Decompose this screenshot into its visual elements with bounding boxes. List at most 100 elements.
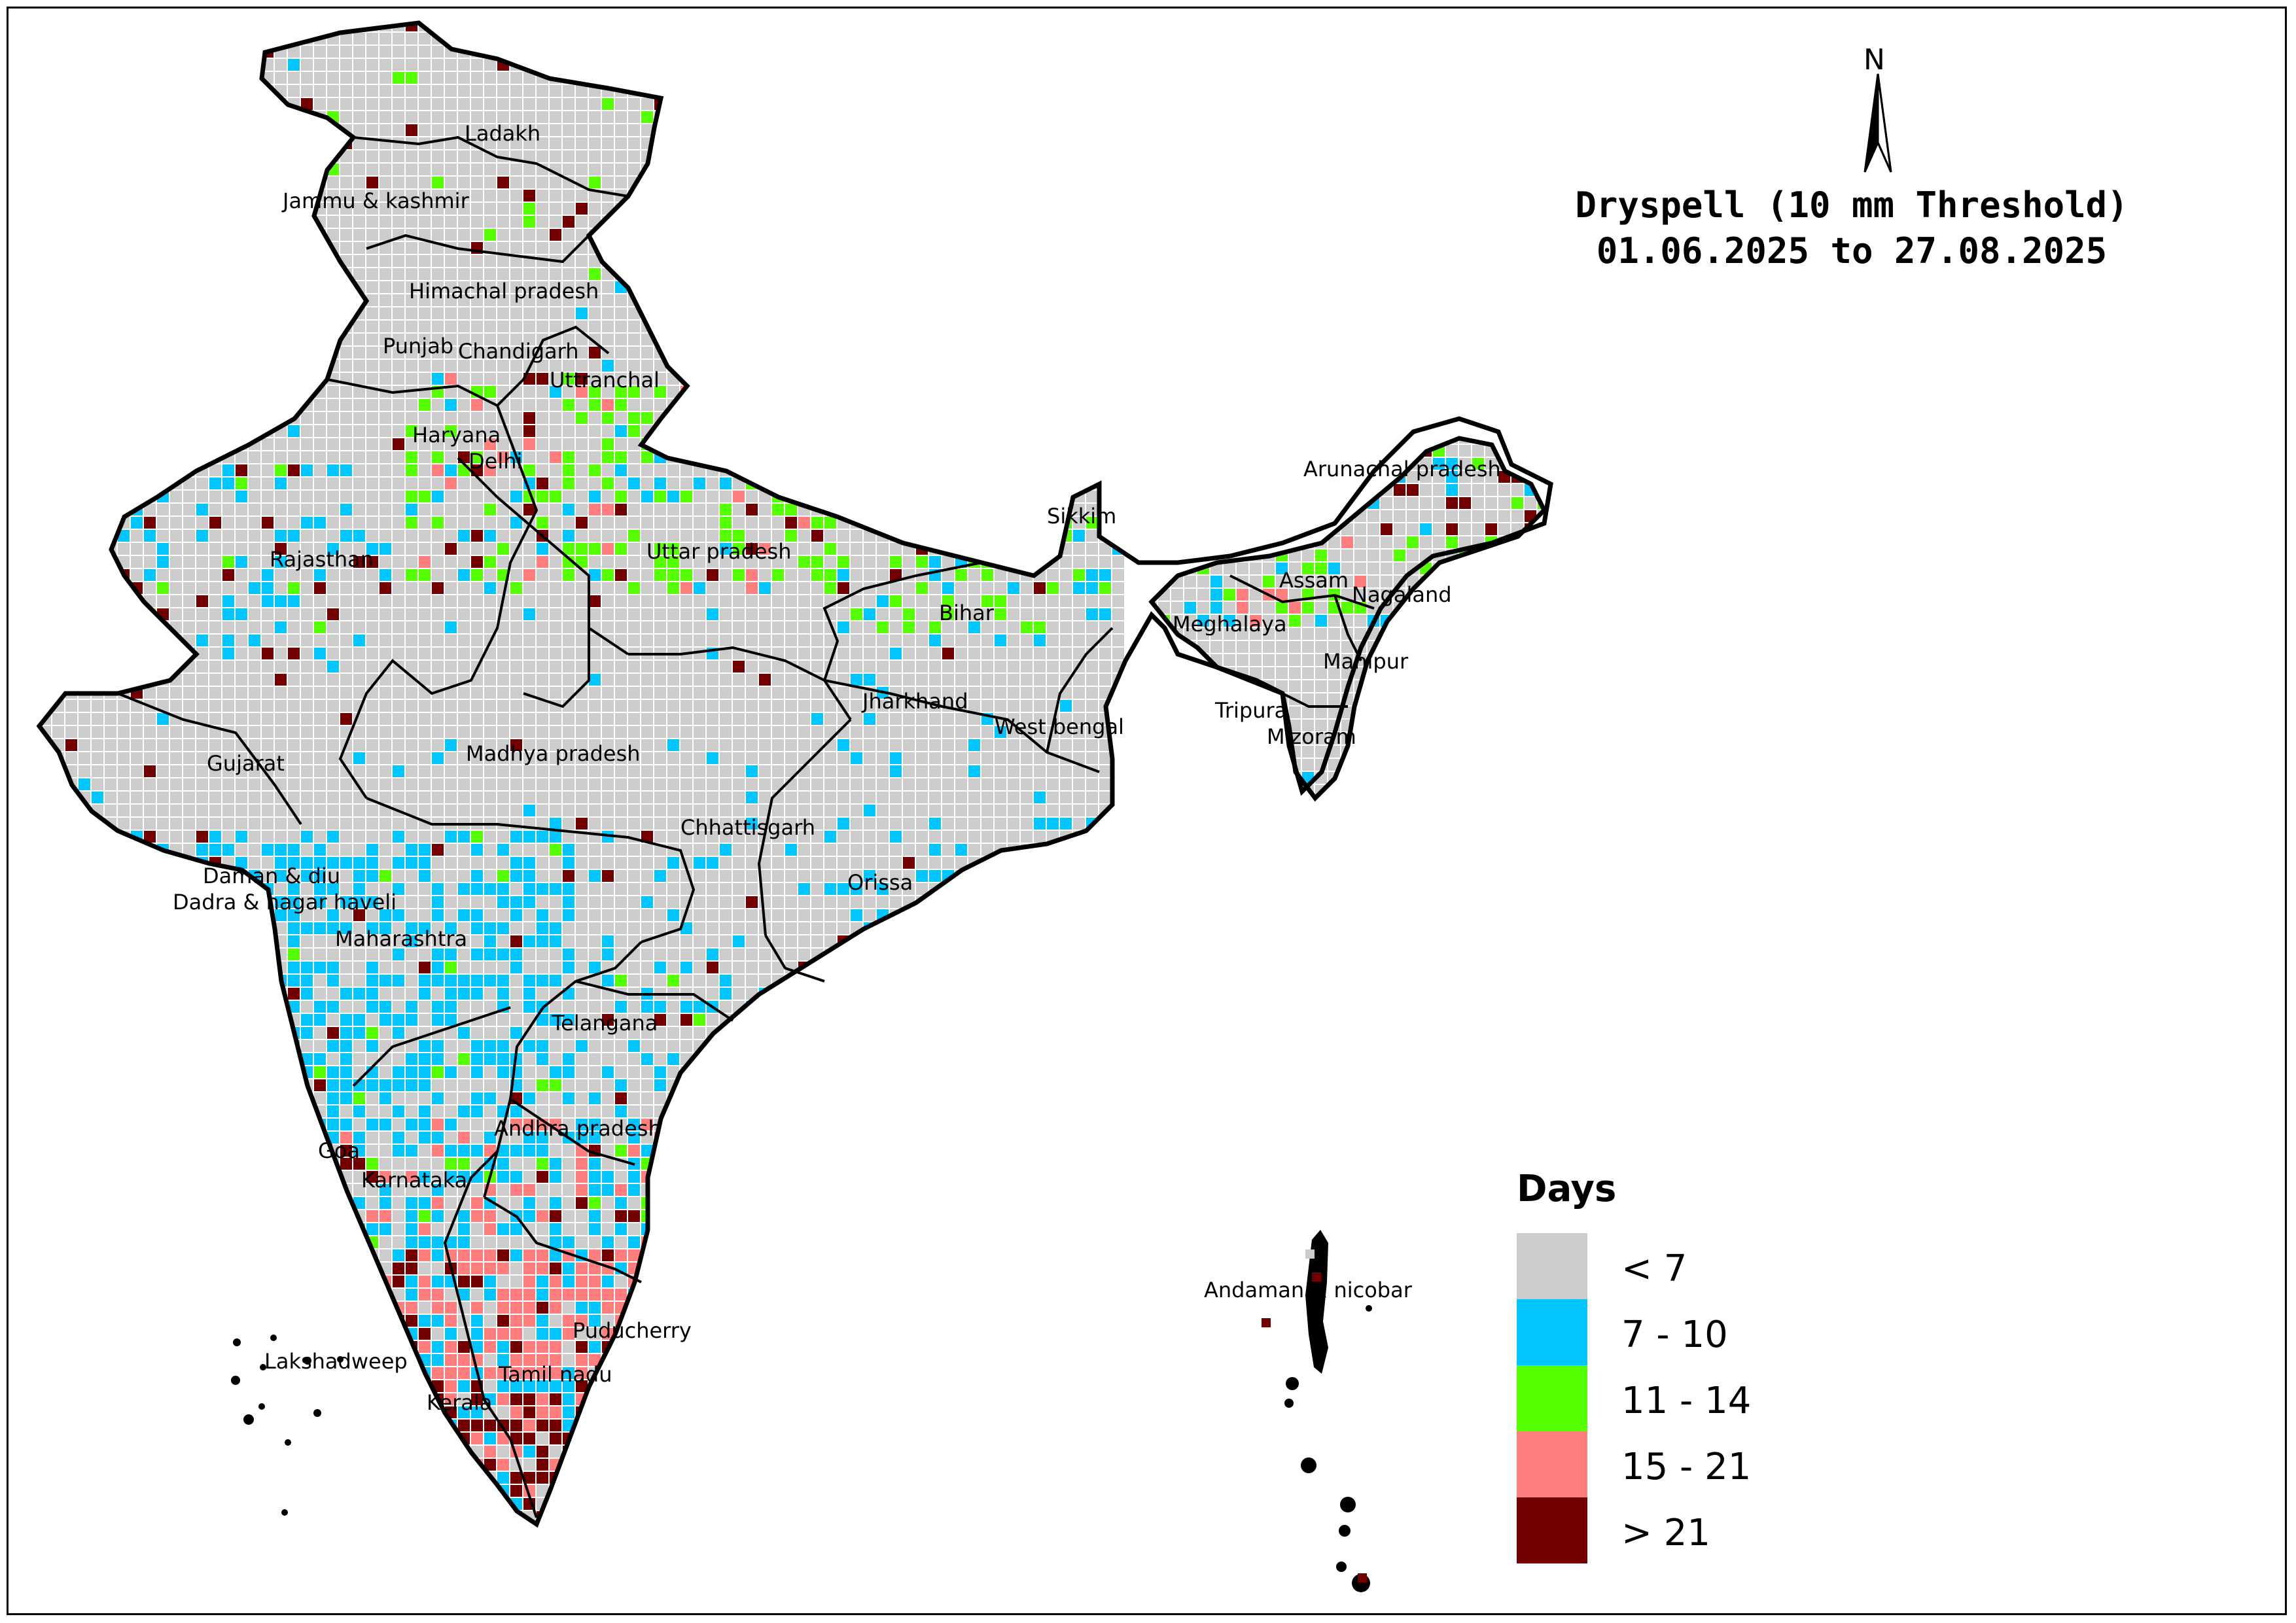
grid-cell: [236, 504, 247, 515]
grid-cell: [838, 543, 849, 555]
grid-cell: [563, 229, 574, 241]
grid-cell: [968, 229, 980, 241]
grid-cell: [157, 752, 169, 764]
grid-cell: [340, 778, 352, 790]
grid-cell: [864, 177, 875, 188]
grid-cell: [1099, 347, 1111, 358]
grid-cell: [720, 229, 732, 241]
grid-cell: [183, 334, 195, 345]
grid-cell: [680, 46, 692, 58]
grid-cell: [458, 23, 470, 31]
grid-cell: [733, 124, 745, 136]
grid-cell: [811, 360, 823, 372]
grid-cell: [1034, 517, 1046, 529]
grid-cell: [1073, 268, 1085, 280]
grid-cell: [209, 124, 221, 136]
grid-cell: [628, 334, 640, 345]
grid-cell: [772, 347, 784, 358]
grid-cell: [733, 268, 745, 280]
grid-cell: [157, 177, 169, 188]
grid-cell: [92, 150, 103, 162]
grid-cell: [785, 451, 797, 463]
grid-cell: [79, 595, 90, 607]
grid-cell: [759, 360, 771, 372]
grid-cell: [196, 281, 208, 293]
grid-cell: [1086, 164, 1098, 175]
grid-cell: [262, 150, 274, 162]
grid-cell: [340, 491, 352, 502]
grid-cell: [981, 307, 993, 319]
grid-cell: [157, 334, 169, 345]
grid-cell: [785, 425, 797, 437]
grid-cell: [209, 504, 221, 515]
grid-cell: [995, 360, 1006, 372]
grid-cell: [824, 752, 836, 764]
grid-cell: [968, 778, 980, 790]
grid-cell: [864, 478, 875, 489]
grid-cell: [144, 164, 156, 175]
grid-cell: [680, 687, 692, 699]
grid-cell: [393, 595, 404, 607]
grid-cell: [26, 281, 38, 293]
grid-cell: [236, 255, 247, 267]
grid-cell: [1034, 674, 1046, 686]
grid-cell: [458, 334, 470, 345]
grid-cell: [196, 23, 208, 31]
grid-cell: [1073, 412, 1085, 424]
grid-cell: [249, 569, 260, 581]
grid-cell: [628, 347, 640, 358]
grid-cell: [65, 268, 77, 280]
grid-cell: [393, 268, 404, 280]
grid-cell: [707, 543, 718, 555]
grid-cell: [1060, 595, 1072, 607]
grid-cell: [340, 700, 352, 712]
grid-cell: [222, 59, 234, 71]
grid-cell: [680, 778, 692, 790]
grid-cell: [968, 360, 980, 372]
grid-cell: [615, 242, 627, 254]
grid-cell: [746, 216, 758, 228]
grid-cell: [942, 765, 954, 777]
grid-cell: [275, 621, 287, 633]
grid-cell: [1047, 242, 1059, 254]
grid-cell: [563, 438, 574, 450]
grid-cell: [811, 713, 823, 725]
grid-cell: [1073, 347, 1085, 358]
grid-cell: [497, 72, 509, 84]
grid-cell: [1099, 85, 1111, 97]
grid-cell: [79, 648, 90, 659]
grid-cell: [236, 595, 247, 607]
grid-cell: [458, 399, 470, 411]
grid-cell: [196, 438, 208, 450]
grid-cell: [995, 33, 1006, 44]
grid-cell: [92, 543, 103, 555]
grid-cell: [694, 399, 705, 411]
grid-cell: [615, 216, 627, 228]
grid-cell: [824, 59, 836, 71]
grid-cell: [785, 137, 797, 149]
grid-cell: [537, 595, 548, 607]
grid-cell: [811, 321, 823, 332]
grid-cell: [262, 23, 274, 31]
grid-cell: [497, 778, 509, 790]
grid-cell: [1060, 412, 1072, 424]
grid-cell: [680, 543, 692, 555]
grid-cell: [118, 621, 130, 633]
grid-cell: [432, 517, 444, 529]
grid-cell: [262, 543, 274, 555]
grid-cell: [249, 608, 260, 620]
grid-cell: [576, 595, 588, 607]
grid-cell: [79, 72, 90, 84]
grid-cell: [497, 556, 509, 568]
grid-cell: [707, 124, 718, 136]
grid-cell: [144, 765, 156, 777]
grid-cell: [955, 595, 967, 607]
grid-cell: [707, 451, 718, 463]
grid-cell: [733, 491, 745, 502]
grid-cell: [209, 190, 221, 201]
grid-cell: [52, 33, 64, 44]
grid-cell: [275, 242, 287, 254]
grid-cell: [720, 307, 732, 319]
grid-cell: [537, 412, 548, 424]
grid-cell: [1086, 124, 1098, 136]
